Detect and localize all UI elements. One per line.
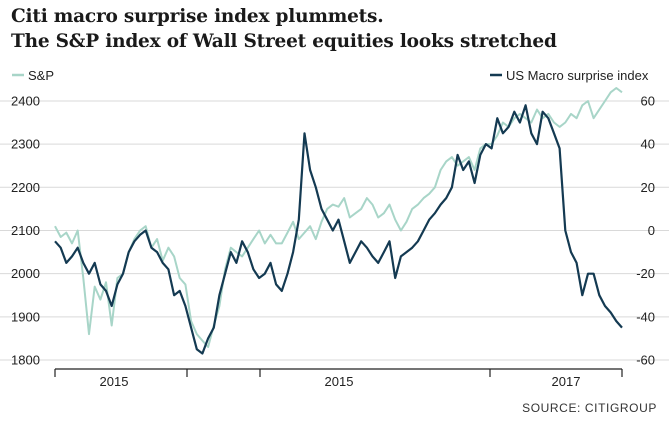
right-tick-label: -60: [636, 353, 655, 368]
left-tick-label: 1800: [11, 353, 40, 368]
x-axis: 2015 2015 2017: [54, 368, 623, 389]
chart-title-line-1: Citi macro surprise index plummets.: [11, 6, 384, 27]
x-tick-label: 2017: [552, 374, 581, 389]
left-tick-label: 2100: [11, 223, 40, 238]
legend-label-sp: S&P: [28, 68, 54, 83]
legend: S&P US Macro surprise index: [12, 68, 649, 83]
right-tick-label: -40: [636, 309, 655, 324]
legend-label-macro: US Macro surprise index: [506, 68, 649, 83]
series-line-macro: [54, 104, 623, 355]
left-tick-label: 2200: [11, 180, 40, 195]
right-tick-label: 60: [641, 93, 655, 108]
source-note: SOURCE: CITIGROUP: [522, 401, 657, 415]
series-lines: [54, 87, 623, 355]
left-tick-label: 1900: [11, 309, 40, 324]
x-tick-label: 2015: [325, 374, 354, 389]
right-tick-label: -20: [636, 266, 655, 281]
chart-title-line-2: The S&P index of Wall Street equities lo…: [11, 31, 557, 52]
right-tick-label: 40: [641, 137, 655, 152]
right-axis: -60 -40 -20 0 20 40 60: [636, 93, 655, 367]
series-line-sp: [54, 87, 623, 348]
x-tick-label: 2015: [100, 374, 129, 389]
right-tick-label: 0: [648, 223, 655, 238]
left-tick-label: 2400: [11, 93, 40, 108]
left-tick-label: 2000: [11, 266, 40, 281]
right-tick-label: 20: [641, 180, 655, 195]
left-tick-label: 2300: [11, 137, 40, 152]
gridlines: [0, 100, 669, 361]
left-axis: 1800 1900 2000 2100 2200 2300 2400: [11, 93, 40, 367]
chart-title: Citi macro surprise index plummets. The …: [11, 4, 661, 54]
